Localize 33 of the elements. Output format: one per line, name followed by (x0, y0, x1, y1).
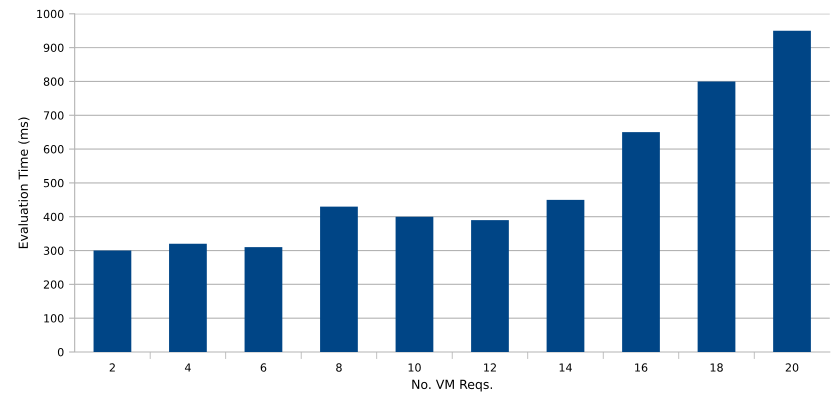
x-tick-label: 20 (786, 363, 798, 372)
x-tick-label: 12 (484, 363, 496, 372)
y-tick-label: 500 (44, 178, 64, 188)
y-tick-label: 900 (44, 44, 64, 52)
y-tick-label: 400 (44, 212, 64, 222)
bar (773, 30, 811, 352)
bar (169, 244, 207, 352)
y-tick-label: 700 (44, 111, 64, 120)
x-axis-title: No. VM Reqs. (412, 380, 492, 392)
x-tick-label: 6 (260, 363, 266, 372)
bar (396, 216, 434, 352)
y-tick-label: 300 (44, 246, 64, 255)
bar (698, 81, 736, 352)
bar (320, 206, 358, 352)
x-tick-label: 10 (408, 363, 421, 372)
x-tick-label: 16 (635, 363, 648, 372)
y-tick-label: 800 (44, 77, 64, 86)
y-tick-label: 1000 (37, 10, 64, 18)
x-tick-label: 4 (184, 363, 191, 372)
bar (471, 220, 509, 352)
x-tick-label: 8 (336, 363, 342, 372)
y-tick-label: 200 (44, 280, 64, 289)
y-axis-title: Evaluation Time (ms) (18, 118, 30, 248)
x-tick-label: 18 (710, 363, 723, 372)
bar (546, 200, 584, 352)
bar (94, 250, 132, 352)
x-tick-label: 14 (560, 363, 572, 372)
bar (622, 132, 660, 352)
bar (244, 247, 282, 352)
y-tick-label: 0 (58, 348, 64, 356)
x-tick-label: 2 (110, 363, 115, 372)
y-tick-label: 600 (44, 145, 64, 154)
y-tick-label: 100 (44, 314, 64, 323)
